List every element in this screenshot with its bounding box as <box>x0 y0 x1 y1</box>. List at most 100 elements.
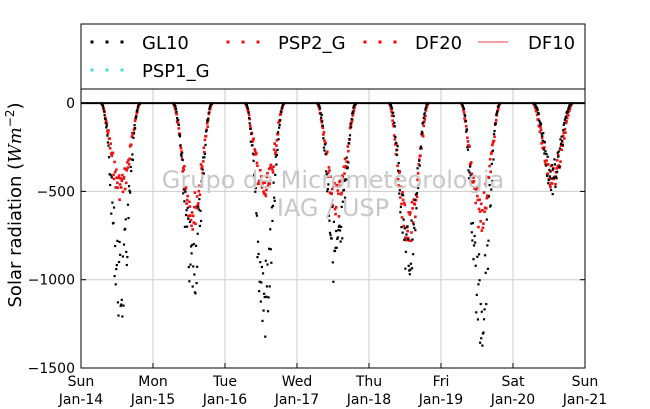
gl10-point <box>340 225 343 228</box>
psp2-point <box>483 210 486 214</box>
gl10-point <box>341 200 344 203</box>
gl10-point <box>419 147 422 150</box>
gl10-point <box>101 103 104 106</box>
gl10-point <box>251 144 254 147</box>
psp2-point <box>414 198 418 202</box>
psp2-point <box>123 187 127 191</box>
psp2-point <box>329 175 332 178</box>
gl10-point <box>125 250 128 254</box>
gl10-point <box>486 244 489 247</box>
gl10-point <box>128 189 131 192</box>
psp2-point <box>189 214 192 217</box>
psp2-point <box>403 203 407 207</box>
gl10-point <box>132 136 135 139</box>
psp2-point <box>409 239 413 243</box>
y-tick-label: −1000 <box>28 273 75 289</box>
gl10-point <box>126 255 129 259</box>
psp2-point <box>267 167 271 171</box>
psp2-point <box>352 109 356 112</box>
psp2-point <box>462 111 466 114</box>
gl10-point <box>395 149 398 152</box>
gl10-point <box>566 111 569 114</box>
gl10-point <box>273 196 276 199</box>
psp2-point <box>549 164 553 168</box>
gl10-point <box>334 246 337 249</box>
psp2-point <box>127 159 130 162</box>
psp2-point <box>258 180 262 183</box>
psp2-point <box>419 154 422 157</box>
psp2-point <box>272 148 276 151</box>
gl10-point <box>252 159 255 162</box>
gl10-point <box>207 117 210 120</box>
psp2-point <box>186 194 190 198</box>
psp2-point <box>397 184 401 187</box>
gl10-point <box>183 200 186 203</box>
gl10-point <box>173 102 176 106</box>
gl10-point <box>256 240 260 243</box>
psp2-point <box>401 198 405 202</box>
gl10-point <box>539 123 542 127</box>
gl10-point <box>393 121 396 124</box>
gl10-point <box>557 150 560 153</box>
gl10-point <box>415 192 419 195</box>
psp2-point <box>544 162 547 166</box>
psp2-point <box>324 141 327 145</box>
gl10-point <box>479 341 482 344</box>
psp2-point <box>562 131 566 135</box>
x-tick-weekday: Wed <box>282 374 313 390</box>
gl10-point <box>353 104 356 107</box>
gl10-point <box>462 107 466 111</box>
psp2-point <box>484 207 488 210</box>
psp2-point <box>322 133 325 136</box>
gl10-point <box>184 190 187 193</box>
gl10-point <box>487 195 491 198</box>
psp2-point <box>396 164 399 168</box>
gl10-point <box>544 150 547 153</box>
gl10-point <box>187 265 190 269</box>
gl10-point <box>402 194 405 197</box>
psp2-point <box>533 105 537 108</box>
gl10-point <box>125 263 128 267</box>
gl10-point <box>487 239 490 242</box>
psp2-point <box>402 224 406 228</box>
gl10-point <box>495 112 498 115</box>
gl10-point <box>411 238 414 241</box>
gl10-point <box>350 117 353 121</box>
gl10-point <box>104 121 107 125</box>
psp2-point <box>266 184 270 188</box>
legend-swatch <box>363 40 367 44</box>
gl10-point <box>345 156 348 159</box>
psp2-point <box>536 118 540 121</box>
gl10-point <box>205 129 208 132</box>
psp2-point <box>392 124 396 128</box>
gl10-point <box>132 131 136 134</box>
psp2-point <box>421 134 425 138</box>
gl10-point <box>115 267 118 271</box>
gl10-point <box>122 243 126 246</box>
psp2-point <box>389 107 393 110</box>
gl10-point <box>283 102 286 105</box>
psp2-point <box>393 137 397 141</box>
gl10-point <box>389 102 392 105</box>
gl10-point <box>106 141 110 144</box>
gl10-point <box>422 116 425 119</box>
psp2-point <box>199 163 203 166</box>
gl10-point <box>333 249 337 253</box>
gl10-point <box>484 271 487 274</box>
psp2-point <box>341 175 345 179</box>
psp2-point <box>555 158 559 162</box>
gl10-point <box>326 190 329 193</box>
psp2-point <box>496 108 500 112</box>
gl10-point <box>253 172 256 176</box>
psp2-point <box>340 191 343 195</box>
gl10-point <box>464 114 467 117</box>
gl10-point <box>349 122 352 125</box>
gl10-point <box>480 337 483 340</box>
gl10-point <box>130 169 133 173</box>
gl10-point <box>201 176 204 179</box>
psp2-point <box>271 171 275 174</box>
gl10-point <box>543 141 547 144</box>
psp2-point <box>175 120 179 124</box>
gl10-point <box>250 132 253 135</box>
psp2-point <box>265 188 268 192</box>
